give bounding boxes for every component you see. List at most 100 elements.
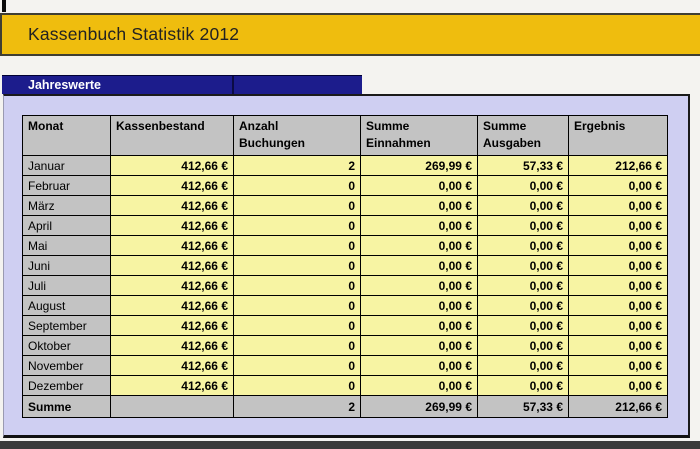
table-row: Februar 412,66 €0 0,00 €0,00 €0,00 € <box>22 175 668 196</box>
anzahl-buchungen-cell[interactable]: 0 <box>233 275 361 296</box>
ergebnis-cell[interactable]: 0,00 € <box>568 355 668 376</box>
month-cell[interactable]: Mai <box>22 235 111 256</box>
summe-ausgaben-cell[interactable]: 0,00 € <box>477 235 569 256</box>
header-kassenbestand[interactable]: Kassenbestand <box>110 115 234 156</box>
summe-ausgaben-cell[interactable]: 0,00 € <box>477 275 569 296</box>
summe-einnahmen-cell[interactable]: 0,00 € <box>360 315 478 336</box>
month-cell[interactable]: Februar <box>22 175 111 196</box>
ergebnis-cell[interactable]: 0,00 € <box>568 215 668 236</box>
summe-ausgaben-cell[interactable]: 57,33 € <box>477 155 569 176</box>
kassenbestand-cell[interactable]: 412,66 € <box>110 195 234 216</box>
summe-einnahmen-cell[interactable]: 0,00 € <box>360 195 478 216</box>
section-label: Jahreswerte <box>28 78 101 92</box>
summe-label-cell[interactable]: Summe <box>22 395 111 418</box>
table-row: Dezember 412,66 €0 0,00 €0,00 €0,00 € <box>22 375 668 396</box>
kassenbestand-cell[interactable]: 412,66 € <box>110 335 234 356</box>
table-body: Januar 412,66 €2 269,99 €57,33 €212,66 € Fe… <box>22 155 668 396</box>
ergebnis-cell[interactable]: 0,00 € <box>568 275 668 296</box>
header-summe-einnahmen[interactable]: Summe Einnahmen <box>360 115 478 156</box>
month-cell[interactable]: Dezember <box>22 375 111 396</box>
title-banner: Kassenbuch Statistik 2012 <box>0 13 700 56</box>
ergebnis-cell[interactable]: 0,00 € <box>568 195 668 216</box>
table-row: Juni 412,66 €0 0,00 €0,00 €0,00 € <box>22 255 668 276</box>
kassenbestand-cell[interactable]: 412,66 € <box>110 235 234 256</box>
summe-kassenbestand-cell[interactable] <box>110 395 234 418</box>
kassenbestand-cell[interactable]: 412,66 € <box>110 275 234 296</box>
month-cell[interactable]: November <box>22 355 111 376</box>
anzahl-buchungen-cell[interactable]: 0 <box>233 375 361 396</box>
kassenbestand-cell[interactable]: 412,66 € <box>110 255 234 276</box>
month-cell[interactable]: Juni <box>22 255 111 276</box>
summe-einnahmen-cell[interactable]: 0,00 € <box>360 275 478 296</box>
table-row: November 412,66 €0 0,00 €0,00 €0,00 € <box>22 355 668 376</box>
section-bar-divider <box>232 76 234 94</box>
summe-einnahmen-cell[interactable]: 0,00 € <box>360 335 478 356</box>
kassenbestand-cell[interactable]: 412,66 € <box>110 295 234 316</box>
anzahl-buchungen-cell[interactable]: 0 <box>233 235 361 256</box>
summe-ausgaben-cell[interactable]: 57,33 € <box>477 395 569 418</box>
summe-einnahmen-cell[interactable]: 269,99 € <box>360 155 478 176</box>
summe-ausgaben-cell[interactable]: 0,00 € <box>477 175 569 196</box>
ergebnis-cell[interactable]: 0,00 € <box>568 335 668 356</box>
kassenbestand-cell[interactable]: 412,66 € <box>110 375 234 396</box>
kassenbestand-cell[interactable]: 412,66 € <box>110 215 234 236</box>
ergebnis-cell[interactable]: 0,00 € <box>568 255 668 276</box>
summe-einnahmen-cell[interactable]: 0,00 € <box>360 235 478 256</box>
summe-ausgaben-cell[interactable]: 0,00 € <box>477 315 569 336</box>
summe-ausgaben-cell[interactable]: 0,00 € <box>477 195 569 216</box>
statistics-table: Monat Kassenbestand Anzahl Buchungen Sum… <box>22 115 668 418</box>
table-row: Mai 412,66 €0 0,00 €0,00 €0,00 € <box>22 235 668 256</box>
summe-ausgaben-cell[interactable]: 0,00 € <box>477 295 569 316</box>
summe-ergebnis-cell[interactable]: 212,66 € <box>568 395 668 418</box>
anzahl-buchungen-cell[interactable]: 0 <box>233 355 361 376</box>
table-row: August 412,66 €0 0,00 €0,00 €0,00 € <box>22 295 668 316</box>
anzahl-buchungen-cell[interactable]: 2 <box>233 155 361 176</box>
anzahl-buchungen-cell[interactable]: 0 <box>233 215 361 236</box>
summe-einnahmen-cell[interactable]: 269,99 € <box>360 395 478 418</box>
ergebnis-cell[interactable]: 0,00 € <box>568 315 668 336</box>
header-ergebnis[interactable]: Ergebnis <box>568 115 668 156</box>
anzahl-buchungen-cell[interactable]: 0 <box>233 335 361 356</box>
month-cell[interactable]: August <box>22 295 111 316</box>
kassenbestand-cell[interactable]: 412,66 € <box>110 355 234 376</box>
summe-ausgaben-cell[interactable]: 0,00 € <box>477 255 569 276</box>
anzahl-buchungen-cell[interactable]: 0 <box>233 175 361 196</box>
kassenbestand-cell[interactable]: 412,66 € <box>110 175 234 196</box>
summe-einnahmen-cell[interactable]: 0,00 € <box>360 375 478 396</box>
anzahl-buchungen-cell[interactable]: 0 <box>233 315 361 336</box>
anzahl-buchungen-cell[interactable]: 0 <box>233 255 361 276</box>
table-row: Oktober 412,66 €0 0,00 €0,00 €0,00 € <box>22 335 668 356</box>
summe-ausgaben-cell[interactable]: 0,00 € <box>477 355 569 376</box>
month-cell[interactable]: Juli <box>22 275 111 296</box>
summe-einnahmen-cell[interactable]: 0,00 € <box>360 215 478 236</box>
anzahl-buchungen-cell[interactable]: 0 <box>233 295 361 316</box>
ergebnis-cell[interactable]: 0,00 € <box>568 295 668 316</box>
month-cell[interactable]: April <box>22 215 111 236</box>
month-cell[interactable]: Januar <box>22 155 111 176</box>
month-cell[interactable]: März <box>22 195 111 216</box>
table-header-row: Monat Kassenbestand Anzahl Buchungen Sum… <box>22 115 668 156</box>
header-anzahl-buchungen[interactable]: Anzahl Buchungen <box>233 115 361 156</box>
header-monat[interactable]: Monat <box>22 115 111 156</box>
summe-einnahmen-cell[interactable]: 0,00 € <box>360 175 478 196</box>
window-bottom-edge <box>0 441 700 449</box>
month-cell[interactable]: Oktober <box>22 335 111 356</box>
ergebnis-cell[interactable]: 0,00 € <box>568 175 668 196</box>
ergebnis-cell[interactable]: 0,00 € <box>568 235 668 256</box>
kassenbestand-cell[interactable]: 412,66 € <box>110 155 234 176</box>
summe-ausgaben-cell[interactable]: 0,00 € <box>477 215 569 236</box>
ergebnis-cell[interactable]: 0,00 € <box>568 375 668 396</box>
summe-einnahmen-cell[interactable]: 0,00 € <box>360 255 478 276</box>
summe-ausgaben-cell[interactable]: 0,00 € <box>477 375 569 396</box>
summe-ausgaben-cell[interactable]: 0,00 € <box>477 335 569 356</box>
ergebnis-cell[interactable]: 212,66 € <box>568 155 668 176</box>
summe-einnahmen-cell[interactable]: 0,00 € <box>360 295 478 316</box>
header-summe-ausgaben[interactable]: Summe Ausgaben <box>477 115 569 156</box>
month-cell[interactable]: September <box>22 315 111 336</box>
section-bar-jahreswerte: Jahreswerte <box>2 75 362 94</box>
summe-anzahl-cell[interactable]: 2 <box>233 395 361 418</box>
summe-einnahmen-cell[interactable]: 0,00 € <box>360 355 478 376</box>
kassenbestand-cell[interactable]: 412,66 € <box>110 315 234 336</box>
anzahl-buchungen-cell[interactable]: 0 <box>233 195 361 216</box>
table-row: September 412,66 €0 0,00 €0,00 €0,00 € <box>22 315 668 336</box>
